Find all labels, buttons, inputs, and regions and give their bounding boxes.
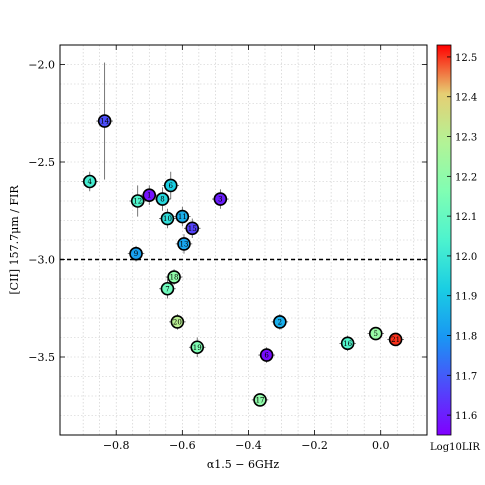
data-marker bbox=[160, 211, 175, 226]
x-tick-label: −0.2 bbox=[301, 439, 328, 452]
colorbar-tick-label: 12.1 bbox=[455, 212, 477, 223]
data-point-label: 18 bbox=[170, 274, 179, 282]
y-tick-label: −3.0 bbox=[28, 254, 55, 267]
data-point-label: 10 bbox=[163, 215, 172, 223]
data-point-label: 13 bbox=[180, 240, 189, 248]
data-marker bbox=[160, 281, 175, 296]
y-axis-label: [CII] 157.7μm / FIR bbox=[8, 185, 21, 295]
data-marker bbox=[273, 315, 287, 329]
data-point-label: 1 bbox=[147, 192, 151, 200]
data-point: 20 bbox=[169, 314, 186, 330]
data-marker bbox=[142, 188, 157, 202]
data-point: 2 bbox=[271, 314, 289, 330]
colorbar-tick-label: 11.9 bbox=[455, 292, 477, 303]
data-point-label: 20 bbox=[173, 318, 182, 326]
data-point: 17 bbox=[251, 393, 269, 407]
data-marker bbox=[175, 209, 190, 224]
x-axis-label: α1.5 − 6GHz bbox=[207, 458, 280, 471]
data-marker bbox=[170, 315, 185, 329]
data-point: 15 bbox=[183, 218, 201, 239]
data-point: 11 bbox=[174, 206, 191, 227]
data-marker bbox=[130, 194, 145, 208]
colorbar-tick-label: 11.8 bbox=[455, 332, 477, 343]
x-tick-label: 0.0 bbox=[372, 439, 390, 452]
data-point: 6 bbox=[258, 347, 275, 363]
data-marker bbox=[213, 192, 228, 206]
data-point: 5 bbox=[367, 326, 385, 341]
data-point-label: 21 bbox=[391, 336, 400, 344]
plot-frame bbox=[59, 44, 428, 436]
data-marker bbox=[388, 332, 403, 347]
data-point: 21 bbox=[387, 332, 404, 347]
data-point-label: 2 bbox=[278, 318, 282, 326]
data-point: 16 bbox=[339, 335, 356, 352]
x-tick-label: −0.8 bbox=[103, 439, 130, 452]
data-point: 3 bbox=[212, 189, 229, 209]
data-point-label: 17 bbox=[256, 396, 265, 404]
data-point-label: 5 bbox=[374, 330, 378, 338]
data-point-label: 3 bbox=[218, 196, 222, 204]
data-point: 8 bbox=[154, 187, 171, 211]
y-axis: −3.5 −3.0 −2.5 −2.0 bbox=[28, 59, 427, 364]
colorbar-tick-label: 12.0 bbox=[455, 252, 477, 263]
data-marker bbox=[177, 237, 191, 251]
x-tick-label: −0.4 bbox=[235, 439, 262, 452]
colorbar-tick-label: 12.5 bbox=[455, 53, 477, 64]
colorbar-label: Log10LIR bbox=[430, 442, 480, 453]
colorbar-tick-label: 12.2 bbox=[455, 172, 477, 183]
data-marker bbox=[129, 246, 143, 261]
data-marker bbox=[155, 192, 170, 206]
colorbar-tick-label: 12.3 bbox=[455, 133, 477, 144]
data-marker bbox=[340, 336, 355, 351]
data-marker bbox=[190, 340, 205, 355]
y-tick-label: −2.0 bbox=[28, 59, 55, 72]
colorbar-tick-label: 12.4 bbox=[455, 93, 477, 104]
data-marker bbox=[259, 348, 274, 362]
data-point: 6 bbox=[162, 171, 180, 200]
data-point: 10 bbox=[159, 208, 176, 229]
data-point: 1 bbox=[141, 185, 158, 205]
data-marker bbox=[97, 114, 112, 128]
data-point: 4 bbox=[81, 171, 99, 192]
data-point-label: 14 bbox=[100, 118, 109, 126]
data-point-label: 9 bbox=[134, 250, 138, 258]
data-marker bbox=[368, 326, 383, 341]
data-marker bbox=[185, 221, 200, 236]
data-point-label: 16 bbox=[343, 340, 352, 348]
data-point-label: 11 bbox=[178, 213, 187, 221]
data-marker bbox=[167, 270, 181, 284]
data-point-label: 19 bbox=[193, 344, 202, 352]
data-marker bbox=[253, 393, 267, 407]
data-point-label: 12 bbox=[133, 198, 142, 206]
data-point-label: 6 bbox=[264, 352, 269, 360]
x-tick-label: −0.6 bbox=[169, 439, 196, 452]
colorbar-ticks: 11.6 11.7 11.8 11.9 12.0 12.1 12.2 12.3 12.4 12.5 bbox=[447, 53, 477, 422]
colorbar bbox=[436, 44, 452, 436]
data-point-label: 6 bbox=[169, 182, 174, 190]
data-point-label: 8 bbox=[160, 196, 164, 204]
colorbar-tick-label: 11.6 bbox=[455, 411, 477, 422]
data-marker bbox=[82, 174, 97, 189]
y-tick-label: −2.5 bbox=[28, 156, 55, 169]
data-point: 13 bbox=[175, 234, 193, 254]
data-point: 19 bbox=[188, 337, 206, 357]
data-point-label: 4 bbox=[88, 178, 93, 186]
data-point: 7 bbox=[159, 279, 176, 299]
x-axis: −0.8 −0.6 −0.4 −0.2 0.0 bbox=[103, 45, 390, 452]
data-marker bbox=[163, 178, 178, 193]
data-point: 14 bbox=[96, 62, 113, 180]
data-point-label: 15 bbox=[188, 225, 197, 233]
colorbar-tick-label: 11.7 bbox=[455, 371, 477, 382]
data-point: 12 bbox=[129, 185, 146, 217]
data-point-label: 7 bbox=[165, 285, 169, 293]
data-point: 9 bbox=[127, 245, 145, 262]
y-tick-label: −3.5 bbox=[28, 351, 55, 364]
data-point: 18 bbox=[165, 269, 183, 285]
